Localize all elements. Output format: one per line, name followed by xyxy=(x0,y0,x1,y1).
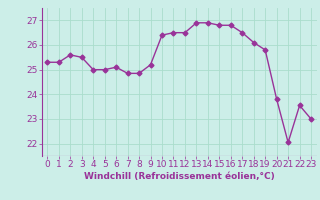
X-axis label: Windchill (Refroidissement éolien,°C): Windchill (Refroidissement éolien,°C) xyxy=(84,172,275,181)
